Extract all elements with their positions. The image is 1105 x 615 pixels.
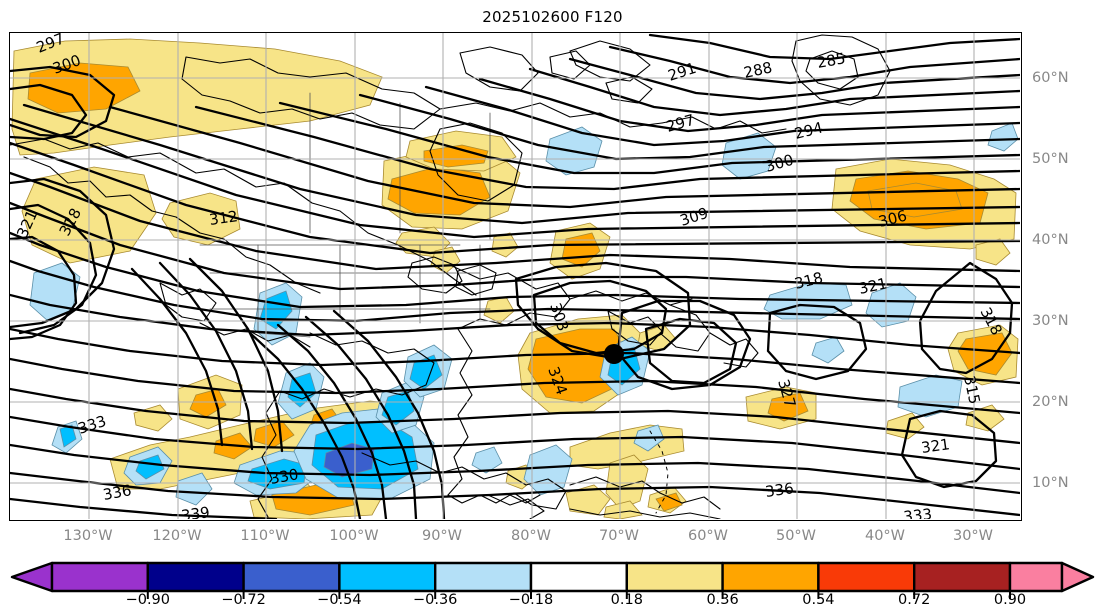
colorbar-tick-label: −0.90	[125, 592, 171, 608]
contour-label: 339	[180, 503, 211, 519]
storm-center-marker[interactable]	[604, 344, 624, 364]
colorbar-segment	[721, 561, 820, 593]
colorbar-extend-max	[1060, 561, 1095, 593]
contour-label: 336	[102, 481, 133, 504]
lat-tick-label: 10°N	[1032, 475, 1069, 491]
lat-tick-label: 60°N	[1032, 70, 1069, 86]
lat-tick-label: 20°N	[1032, 394, 1069, 410]
colorbar-tick-label: 0.18	[610, 592, 643, 608]
svg-text:330: 330	[269, 465, 300, 488]
contour-label: 330	[269, 465, 300, 488]
colorbar-segment	[434, 561, 533, 593]
contour-label: 321	[857, 274, 889, 298]
svg-text:312: 312	[208, 207, 239, 229]
graticule-layer	[10, 33, 1020, 519]
colorbar-segment	[50, 561, 150, 593]
contour-label: 321	[920, 435, 951, 457]
shading-warm-layer	[11, 38, 1019, 519]
colorbar-tick-label: −0.54	[317, 592, 362, 608]
colorbar-tick-label: −0.72	[221, 592, 266, 608]
colorbar-segment	[817, 561, 916, 593]
colorbar-tick-label: −0.18	[508, 592, 554, 608]
page-title: 2025102600 F120	[482, 8, 623, 26]
lon-tick-label: 90°W	[421, 528, 463, 544]
contour-label: 312	[208, 207, 239, 229]
lat-tick-label: 30°N	[1032, 313, 1069, 329]
colorbar-segment	[1008, 561, 1064, 593]
lon-tick-label: 80°W	[510, 528, 552, 544]
contour-label: 333	[903, 505, 933, 519]
colorbar-segment	[146, 561, 245, 593]
map-panel[interactable]: 297 300 291 288 285 297 294 300 309 306 …	[9, 32, 1022, 521]
colorbar-graphic	[10, 561, 1095, 599]
svg-text:336: 336	[764, 479, 795, 501]
lat-tick-label: 50°N	[1032, 151, 1069, 167]
lon-tick-label: 60°W	[687, 528, 729, 544]
colorbar-tick-label: 0.36	[706, 592, 739, 608]
lon-tick-label: 120°W	[152, 528, 202, 544]
colorbar-tick-label: 0.72	[898, 592, 931, 608]
lon-tick-label: 50°W	[775, 528, 817, 544]
colorbar-segment	[913, 561, 1012, 593]
colorbar-tick-label: 0.90	[993, 592, 1027, 608]
colorbar-tick-label: 0.54	[802, 592, 835, 608]
contour-label: 336	[764, 479, 795, 501]
colorbar-extend-min	[10, 561, 54, 593]
svg-text:321: 321	[920, 435, 951, 457]
svg-text:336: 336	[102, 481, 133, 504]
svg-text:339: 339	[180, 503, 211, 519]
contour-label: 285	[816, 49, 847, 72]
colorbar-segment	[242, 561, 341, 593]
lon-tick-label: 40°W	[864, 528, 906, 544]
svg-text:321: 321	[857, 274, 889, 298]
contour-label: 315	[960, 374, 984, 406]
svg-text:315: 315	[960, 374, 984, 406]
colorbar-segment	[625, 561, 724, 593]
lon-tick-label: 110°W	[240, 528, 290, 544]
svg-text:288: 288	[742, 58, 774, 82]
lon-tick-label: 100°W	[329, 528, 379, 544]
svg-text:285: 285	[816, 49, 847, 72]
lon-tick-label: 30°W	[952, 528, 994, 544]
lon-tick-label: 130°W	[63, 528, 113, 544]
map-graphic: 297 300 291 288 285 297 294 300 309 306 …	[10, 33, 1020, 519]
colorbar[interactable]	[0, 556, 1105, 612]
colorbar-segment	[529, 561, 629, 593]
colorbar-segment	[338, 561, 437, 593]
svg-text:333: 333	[903, 505, 933, 519]
lat-tick-label: 40°N	[1032, 232, 1069, 248]
colorbar-tick-label: −0.36	[412, 592, 458, 608]
contour-label: 288	[742, 58, 774, 82]
lon-tick-label: 70°W	[598, 528, 640, 544]
